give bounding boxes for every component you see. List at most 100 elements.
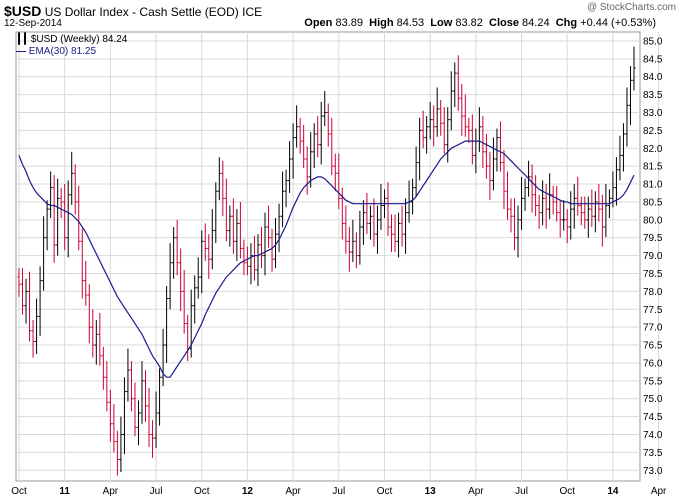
instrument-name: US Dollar Index - Cash Settle (EOD) xyxy=(44,5,239,19)
ohlc-bar xyxy=(618,135,622,181)
ohlc-bar xyxy=(604,184,608,238)
line-icon xyxy=(16,50,26,52)
ohlc-bar xyxy=(344,205,348,254)
ohlc-bar xyxy=(333,153,337,192)
ohlc-bar xyxy=(42,216,46,291)
ohlc-bar xyxy=(347,226,351,272)
ohlc-bar xyxy=(467,117,471,143)
open-label: Open xyxy=(304,17,333,29)
legend-ema-label: EMA(30) 81.25 xyxy=(28,46,97,57)
ohlc-bar xyxy=(77,185,81,251)
x-tick-label: 12 xyxy=(242,486,254,497)
x-tick-label: Jul xyxy=(332,486,345,497)
y-tick-label: 77.5 xyxy=(643,305,663,316)
ohlc-bar xyxy=(165,286,169,363)
ohlc-bar xyxy=(309,132,313,188)
ohlc-bar xyxy=(319,101,323,165)
ohlc-bar xyxy=(519,176,524,230)
ohlc-bar xyxy=(562,200,566,231)
ohlc-bar xyxy=(509,198,513,233)
ohlc-bar xyxy=(161,328,165,387)
ohlc-bar xyxy=(210,209,214,270)
ohlc-bar xyxy=(396,212,401,258)
low-value: 83.82 xyxy=(455,17,483,29)
ohlc-bar xyxy=(446,107,450,163)
ohlc-bar xyxy=(207,234,211,279)
ohlc-bar xyxy=(168,243,172,310)
ohlc-bar xyxy=(326,103,330,147)
ohlc-bar xyxy=(105,361,109,412)
ohlc-bar xyxy=(312,123,316,168)
ohlc-bar xyxy=(432,105,436,147)
ohlc-bar xyxy=(551,185,555,215)
x-tick-label: 11 xyxy=(59,486,70,497)
x-tick-label: Jul xyxy=(150,486,163,497)
ohlc-bar xyxy=(24,278,28,324)
ohlc-bar xyxy=(38,266,42,337)
ema-line xyxy=(18,140,635,378)
ohlc-bar xyxy=(470,114,474,165)
ohlc-bar xyxy=(389,214,394,253)
ohlc-bar xyxy=(491,137,496,191)
ohlc-bar xyxy=(632,46,636,91)
ohlc-bar xyxy=(565,209,569,244)
ohlc-bar xyxy=(403,198,408,254)
ohlc-bar xyxy=(586,196,590,238)
ohlc-bar xyxy=(502,150,506,210)
ohlc-bar xyxy=(625,87,629,147)
ohlc-bar xyxy=(541,180,545,226)
ohlc-bar xyxy=(98,312,102,366)
ohlc-bar xyxy=(154,391,158,449)
chg-value: +0.44 (+0.53%) xyxy=(580,17,656,29)
ohlc-bar xyxy=(593,191,597,233)
y-tick-label: 80.5 xyxy=(643,197,663,208)
ohlc-bar xyxy=(361,200,365,245)
y-tick-label: 82.5 xyxy=(643,126,663,137)
ohlc-bar xyxy=(256,234,260,287)
ohlc-bar xyxy=(583,196,587,229)
ohlc-bar xyxy=(224,178,228,242)
ohlc-bar xyxy=(456,55,460,111)
ohlc-bar xyxy=(442,107,446,154)
chg-label: Chg xyxy=(555,17,578,29)
ohlc-bar xyxy=(182,269,186,334)
x-tick-label: Apr xyxy=(103,486,119,497)
x-axis: Oct 11 Apr Jul Oct 12 Apr Jul Oct 13 Apr Jul Oct 14 Ap… xyxy=(11,486,667,497)
ohlc-bar xyxy=(435,87,439,137)
ohlc-bar xyxy=(372,198,376,247)
ohlc-bar xyxy=(351,219,355,263)
ohlc-bar xyxy=(523,178,527,211)
legend-price-label: $USD (Weekly) 84.24 xyxy=(30,34,128,45)
ohlc-bar xyxy=(172,226,176,279)
exchange: ICE xyxy=(242,5,263,19)
y-tick-label: 80.0 xyxy=(643,215,663,226)
ohlc-bar xyxy=(221,160,225,217)
ohlc-bar xyxy=(330,117,334,176)
legend-ema: EMA(30) 81.25 xyxy=(16,46,96,57)
ohlc-bar xyxy=(143,370,148,422)
x-tick-label: Oct xyxy=(559,486,575,497)
ohlc-bar xyxy=(91,309,95,358)
ohlc-bar xyxy=(579,196,583,226)
close-label: Close xyxy=(489,17,519,29)
ohlc-bar xyxy=(20,268,25,315)
ohlc-bar xyxy=(273,218,278,269)
ohlc-bar xyxy=(203,223,207,261)
ohlc-bar xyxy=(115,430,119,476)
y-tick-label: 81.0 xyxy=(643,180,663,191)
y-tick-label: 76.5 xyxy=(643,341,663,352)
y-tick-label: 83.5 xyxy=(643,90,663,101)
ohlc-bar xyxy=(228,205,232,247)
ohlc-bar xyxy=(516,205,520,258)
ohlc-bar xyxy=(484,133,488,179)
ohlc-bar xyxy=(259,226,264,269)
ohlc-bar xyxy=(534,175,538,217)
ohlc-bar xyxy=(101,346,105,390)
ohlc-bar xyxy=(463,94,467,137)
x-tick-label: Oct xyxy=(11,486,27,497)
x-tick-label: Oct xyxy=(194,486,210,497)
y-tick-label: 78.0 xyxy=(643,287,663,298)
ohlc-bar xyxy=(305,146,309,195)
ohlc-bar xyxy=(157,368,162,426)
chart-date: 12-Sep-2014 xyxy=(4,18,62,29)
